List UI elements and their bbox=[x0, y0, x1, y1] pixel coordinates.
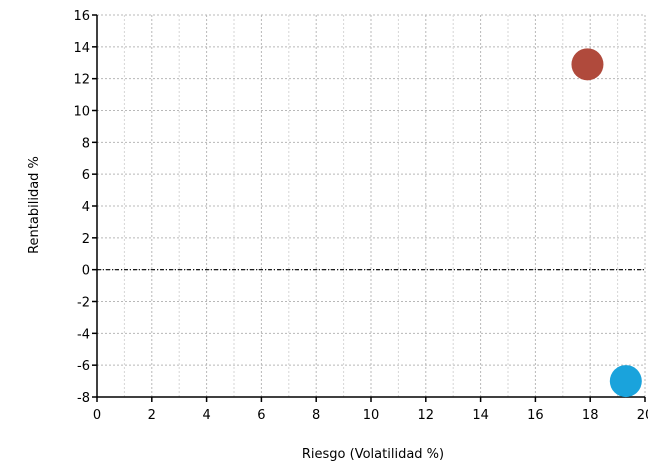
y-tick-label: -8 bbox=[77, 391, 90, 406]
y-tick-label: -4 bbox=[77, 327, 90, 342]
x-tick-label: 8 bbox=[312, 408, 320, 423]
x-tick-label: 6 bbox=[257, 408, 265, 423]
y-tick-label: 4 bbox=[82, 200, 90, 215]
data-points bbox=[571, 48, 642, 398]
y-tick-label: 16 bbox=[73, 9, 90, 24]
x-tick-label: 12 bbox=[418, 408, 435, 423]
y-tick-label: 6 bbox=[82, 168, 90, 183]
x-ticks: 0 2 4 6 8 10 12 14 16 18 20 bbox=[93, 397, 648, 423]
y-tick-label: 10 bbox=[73, 105, 90, 120]
y-tick-label: -6 bbox=[77, 359, 90, 374]
x-tick-label: 4 bbox=[202, 408, 210, 423]
y-tick-label: 8 bbox=[82, 136, 90, 151]
x-axis-title: Riesgo (Volatilidad %) bbox=[302, 447, 444, 462]
x-tick-label: 2 bbox=[148, 408, 156, 423]
scatter-point[interactable] bbox=[609, 365, 642, 398]
y-ticks: -8 -6 -4 -2 0 2 4 6 8 10 12 14 16 bbox=[73, 9, 97, 406]
y-tick-label: 2 bbox=[82, 232, 90, 247]
y-tick-label: -2 bbox=[77, 296, 90, 311]
x-tick-label: 18 bbox=[582, 408, 599, 423]
x-tick-label: 0 bbox=[93, 408, 101, 423]
y-tick-label: 12 bbox=[73, 73, 90, 88]
y-axis-title: Rentabilidad % bbox=[27, 156, 42, 254]
scatter-point[interactable] bbox=[571, 48, 604, 81]
y-tick-label: 14 bbox=[73, 41, 90, 56]
grid-lines bbox=[97, 14, 646, 397]
x-tick-label: 16 bbox=[527, 408, 544, 423]
y-tick-label: 0 bbox=[82, 264, 90, 279]
x-tick-label: 10 bbox=[363, 408, 380, 423]
x-tick-label: 14 bbox=[472, 408, 489, 423]
x-tick-label: 20 bbox=[637, 408, 648, 423]
